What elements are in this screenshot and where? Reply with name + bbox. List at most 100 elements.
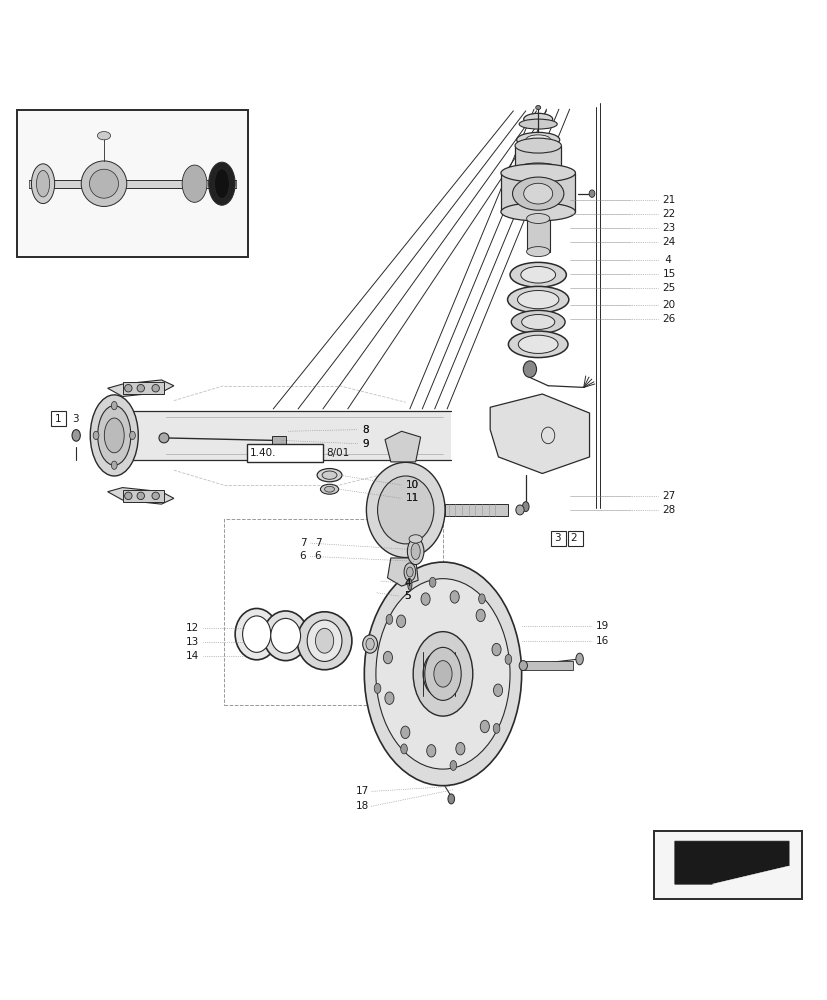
Ellipse shape <box>514 163 561 178</box>
Ellipse shape <box>426 745 435 757</box>
Ellipse shape <box>525 135 550 145</box>
Ellipse shape <box>424 647 461 700</box>
Ellipse shape <box>450 591 459 603</box>
Text: 6: 6 <box>299 551 306 561</box>
Ellipse shape <box>137 384 145 392</box>
Ellipse shape <box>214 169 229 199</box>
Ellipse shape <box>366 638 374 650</box>
Ellipse shape <box>509 262 566 287</box>
Text: 4: 4 <box>404 578 410 588</box>
Ellipse shape <box>517 291 558 309</box>
Ellipse shape <box>500 203 575 221</box>
Ellipse shape <box>535 105 540 110</box>
Text: 19: 19 <box>595 621 609 631</box>
Ellipse shape <box>111 401 117 410</box>
Ellipse shape <box>104 418 124 453</box>
Ellipse shape <box>263 611 308 661</box>
Text: 6: 6 <box>314 551 321 561</box>
Ellipse shape <box>512 177 563 210</box>
Ellipse shape <box>375 579 509 769</box>
Bar <box>567 531 582 546</box>
Polygon shape <box>108 380 174 396</box>
Ellipse shape <box>72 430 80 441</box>
Ellipse shape <box>366 462 445 558</box>
Bar <box>445 504 507 516</box>
Text: 21: 21 <box>662 195 675 205</box>
Text: 17: 17 <box>356 786 369 796</box>
Ellipse shape <box>93 431 99 440</box>
Text: 3: 3 <box>72 414 79 424</box>
Ellipse shape <box>396 615 405 627</box>
Text: 9: 9 <box>362 439 369 449</box>
Ellipse shape <box>433 661 452 687</box>
Ellipse shape <box>182 165 207 202</box>
Text: 24: 24 <box>662 237 675 247</box>
Text: 8: 8 <box>362 425 369 435</box>
Ellipse shape <box>450 761 457 770</box>
Text: 16: 16 <box>595 636 609 646</box>
Ellipse shape <box>526 247 549 257</box>
Bar <box>551 531 566 546</box>
Polygon shape <box>711 866 788 884</box>
Ellipse shape <box>383 651 392 664</box>
Ellipse shape <box>522 502 528 512</box>
Text: 7: 7 <box>314 538 321 548</box>
Ellipse shape <box>385 692 394 704</box>
Bar <box>122 490 164 502</box>
Ellipse shape <box>124 492 132 500</box>
Text: 22: 22 <box>662 209 675 219</box>
Ellipse shape <box>320 484 338 494</box>
Ellipse shape <box>520 267 555 283</box>
Bar <box>246 444 323 462</box>
Polygon shape <box>500 173 575 212</box>
Ellipse shape <box>400 744 407 754</box>
Text: 12: 12 <box>186 623 199 633</box>
Ellipse shape <box>491 643 500 656</box>
Ellipse shape <box>307 620 342 661</box>
Ellipse shape <box>456 742 465 755</box>
Ellipse shape <box>377 476 433 544</box>
Ellipse shape <box>208 162 235 205</box>
Text: 18: 18 <box>356 801 369 811</box>
Ellipse shape <box>423 652 454 696</box>
Ellipse shape <box>159 433 169 443</box>
Text: 8: 8 <box>362 425 369 435</box>
Ellipse shape <box>407 538 423 565</box>
Ellipse shape <box>324 486 334 492</box>
Text: 23: 23 <box>662 223 675 233</box>
Text: 5: 5 <box>404 591 410 601</box>
Polygon shape <box>674 841 788 884</box>
Ellipse shape <box>364 562 521 786</box>
Bar <box>122 382 164 394</box>
Text: 26: 26 <box>662 314 675 324</box>
Text: 7: 7 <box>299 538 306 548</box>
Ellipse shape <box>515 505 523 515</box>
Ellipse shape <box>98 406 131 465</box>
Polygon shape <box>490 394 589 474</box>
Ellipse shape <box>428 577 435 587</box>
Ellipse shape <box>407 579 412 590</box>
Ellipse shape <box>90 395 138 476</box>
Text: 10: 10 <box>405 480 418 490</box>
Ellipse shape <box>508 331 567 358</box>
Ellipse shape <box>576 653 583 665</box>
Text: 27: 27 <box>662 491 675 501</box>
Ellipse shape <box>400 726 409 739</box>
Ellipse shape <box>322 471 337 479</box>
Ellipse shape <box>413 632 472 716</box>
Ellipse shape <box>523 183 552 204</box>
Text: 15: 15 <box>662 269 675 279</box>
Ellipse shape <box>523 361 536 377</box>
Ellipse shape <box>31 164 55 204</box>
Ellipse shape <box>493 723 500 733</box>
Ellipse shape <box>518 335 557 353</box>
Bar <box>653 831 801 899</box>
Text: 5: 5 <box>404 591 410 601</box>
Ellipse shape <box>152 384 159 392</box>
Text: 28: 28 <box>662 505 675 515</box>
Ellipse shape <box>235 608 278 660</box>
Text: 1: 1 <box>55 414 61 424</box>
Bar <box>523 661 572 670</box>
Ellipse shape <box>504 654 511 664</box>
Text: 13: 13 <box>186 637 199 647</box>
